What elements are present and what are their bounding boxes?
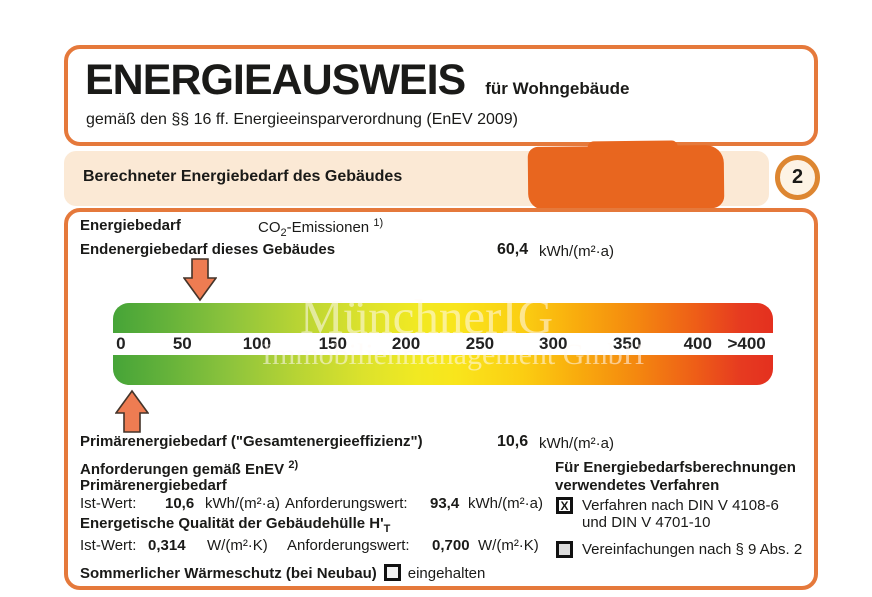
endenergiebedarf-value: 60,4 bbox=[497, 241, 529, 258]
anforderungswert-value: 93,4 bbox=[430, 495, 460, 512]
header-box: ENERGIEAUSWEIS für Wohngebäude gemäß den… bbox=[64, 45, 818, 146]
main-content-box: Energiebedarf CO2-Emissionen 1) Endenerg… bbox=[64, 208, 818, 590]
redaction-mark bbox=[527, 144, 725, 211]
verfahren-heading-line2: verwendetes Verfahren bbox=[555, 477, 720, 494]
verfahren-din-label-line2: und DIN V 4701-10 bbox=[582, 514, 711, 531]
anforderungen-primaer-label: Primärenergiebedarf bbox=[80, 477, 227, 494]
ist-wert-unit: W/(m²·K) bbox=[207, 537, 268, 554]
eingehalten-label: eingehalten bbox=[407, 565, 486, 582]
scale-tick-100: 100 bbox=[242, 334, 272, 353]
scale-tick-150: 150 bbox=[318, 334, 347, 353]
document-title: ENERGIEAUSWEIS bbox=[85, 56, 466, 104]
gebaeudehuelle-label: Energetische Qualität der Gebäudehülle H… bbox=[80, 515, 391, 535]
sommerlicher-waermeschutz-checkbox[interactable] bbox=[383, 564, 401, 581]
ist-wert-unit: kWh/(m²·a) bbox=[205, 495, 280, 512]
sommerlicher-waermeschutz-row: Sommerlicher Wärmeschutz (bei Neubau) ein… bbox=[80, 564, 485, 582]
primaerenergiebedarf-unit: kWh/(m²·a) bbox=[539, 435, 614, 452]
watermark-line2: Immobilienmanagement GmbH bbox=[262, 338, 645, 371]
checkbox-mark: X bbox=[560, 498, 569, 513]
ist-wert-value: 0,314 bbox=[148, 537, 186, 554]
energy-scale-bar: 0 50 100 150 200 250 300 350 400 >400 bbox=[113, 303, 773, 385]
ist-wert-label: Ist-Wert: bbox=[80, 537, 137, 554]
scale-tick-300: 300 bbox=[539, 334, 568, 353]
primaerenergiebedarf-label: Primärenergiebedarf ("Gesamtenergieeffiz… bbox=[80, 433, 423, 450]
endenergiebedarf-unit: kWh/(m²·a) bbox=[539, 243, 614, 260]
co2-emissions-heading: CO2-Emissionen 1) bbox=[258, 217, 384, 239]
document-subtitle: gemäß den §§ 16 ff. Energieeinsparverord… bbox=[86, 111, 518, 128]
primary-energy-marker-arrow-icon bbox=[115, 389, 149, 433]
verfahren-din-checkbox[interactable]: X bbox=[556, 497, 573, 514]
energiebedarf-heading: Energiebedarf bbox=[80, 217, 181, 234]
ist-wert-value: 10,6 bbox=[165, 495, 195, 512]
page-number-badge: 2 bbox=[775, 155, 820, 200]
scale-tick-50: 50 bbox=[172, 334, 192, 353]
page-number: 2 bbox=[791, 166, 804, 188]
scale-tick-200: 200 bbox=[391, 334, 421, 353]
anforderungswert-unit: W/(m²·K) bbox=[478, 537, 539, 554]
anforderungswert-unit: kWh/(m²·a) bbox=[468, 495, 543, 512]
endenergiebedarf-label: Endenergiebedarf dieses Gebäudes bbox=[80, 241, 336, 258]
verfahren-heading-line1: Für Energiebedarfsberechnungen bbox=[555, 459, 796, 476]
title-row: ENERGIEAUSWEIS für Wohngebäude bbox=[85, 59, 629, 102]
scale-tick-250: 250 bbox=[465, 334, 495, 353]
scale-tick-strip: 0 50 100 150 200 250 300 350 400 >400 bbox=[113, 333, 773, 355]
vereinfachungen-label: Vereinfachungen nach § 9 Abs. 2 bbox=[582, 541, 803, 558]
primaerenergiebedarf-value: 10,6 bbox=[497, 433, 529, 450]
sommerlicher-waermeschutz-label: Sommerlicher Wärmeschutz (bei Neubau) bbox=[80, 565, 377, 582]
document-title-suffix: für Wohngebäude bbox=[485, 79, 630, 98]
scale-tick-over400: >400 bbox=[727, 334, 766, 353]
verfahren-din-label-line1: Verfahren nach DIN V 4108-6 bbox=[582, 497, 779, 514]
anforderungen-heading: Anforderungen gemäß EnEV 2) bbox=[80, 459, 299, 478]
ist-wert-label: Ist-Wert: bbox=[80, 495, 137, 512]
section-bar-label: Berechneter Energiebedarf des Gebäudes bbox=[83, 168, 403, 185]
huelle-values-row: Ist-Wert: 0,314 W/(m²·K) Anforderungswer… bbox=[68, 537, 814, 555]
anforderungswert-label: Anforderungswert: bbox=[287, 537, 410, 554]
end-energy-marker-arrow-icon bbox=[183, 258, 217, 302]
primaer-values-row: Ist-Wert: 10,6 kWh/(m²·a) Anforderungswe… bbox=[68, 495, 814, 513]
anforderungswert-label: Anforderungswert: bbox=[285, 495, 408, 512]
watermark-line1: MünchnerIG bbox=[300, 289, 554, 344]
scale-tick-350: 350 bbox=[612, 334, 642, 353]
anforderungswert-value: 0,700 bbox=[432, 537, 470, 554]
footnote-1: 1) bbox=[373, 217, 384, 229]
scale-tick-0: 0 bbox=[116, 334, 126, 353]
scale-tick-400: 400 bbox=[683, 334, 712, 353]
footnote-2: 2) bbox=[288, 459, 299, 471]
vereinfachungen-checkbox[interactable] bbox=[556, 541, 573, 558]
